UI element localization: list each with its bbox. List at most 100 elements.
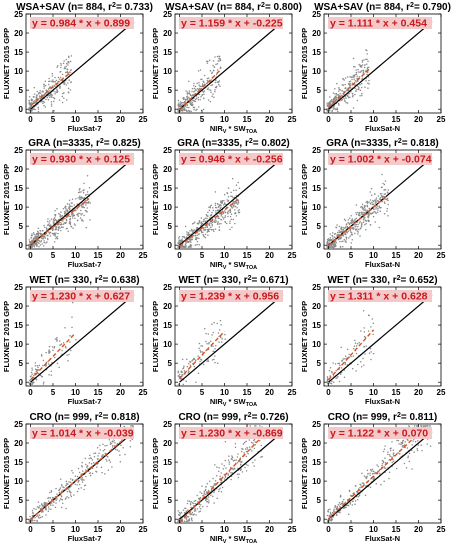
data-point bbox=[356, 498, 359, 501]
data-point bbox=[199, 496, 202, 499]
data-point bbox=[31, 369, 33, 371]
data-point bbox=[80, 198, 82, 200]
data-point bbox=[187, 233, 190, 235]
data-point bbox=[333, 98, 335, 101]
x-tick-label: 5 bbox=[349, 525, 354, 534]
data-point bbox=[205, 60, 208, 62]
data-point bbox=[221, 463, 223, 465]
data-point bbox=[347, 83, 350, 85]
data-point bbox=[37, 234, 40, 237]
data-point bbox=[219, 201, 222, 204]
data-point bbox=[61, 101, 64, 104]
data-point bbox=[91, 467, 94, 470]
data-point bbox=[59, 87, 61, 89]
data-point bbox=[212, 331, 214, 334]
data-point bbox=[352, 65, 355, 68]
x-axis-label-main: FluxSat-N bbox=[365, 260, 400, 269]
x-tick-label: 5 bbox=[51, 388, 56, 397]
data-point bbox=[337, 93, 339, 96]
data-point bbox=[396, 439, 398, 442]
data-point bbox=[210, 228, 213, 231]
data-point bbox=[210, 226, 212, 229]
regression-line bbox=[179, 69, 221, 111]
data-point bbox=[31, 373, 33, 376]
equation-background bbox=[30, 427, 134, 439]
data-point bbox=[328, 101, 331, 104]
data-point bbox=[214, 202, 217, 205]
data-point bbox=[332, 92, 335, 94]
data-point bbox=[347, 221, 349, 224]
data-point bbox=[34, 368, 37, 370]
data-point bbox=[236, 473, 239, 475]
y-tick-label: 15 bbox=[14, 321, 23, 330]
data-point bbox=[191, 511, 194, 514]
data-point bbox=[332, 362, 334, 364]
data-point bbox=[362, 221, 365, 223]
data-point bbox=[183, 512, 186, 514]
data-point bbox=[253, 439, 255, 442]
data-point bbox=[326, 241, 328, 243]
panel-title-main: WET (n= 330, r bbox=[327, 275, 396, 286]
data-point bbox=[202, 80, 204, 83]
data-point bbox=[342, 228, 345, 231]
data-point bbox=[183, 109, 186, 111]
data-point bbox=[80, 204, 82, 206]
data-point bbox=[111, 466, 113, 468]
panel-title-sup: 2 bbox=[112, 2, 116, 9]
data-point bbox=[60, 494, 62, 497]
data-point bbox=[227, 210, 229, 212]
data-point bbox=[215, 79, 217, 82]
data-point bbox=[232, 177, 234, 180]
data-point bbox=[366, 477, 368, 479]
data-point bbox=[208, 342, 210, 345]
data-point bbox=[40, 241, 42, 243]
data-point bbox=[56, 493, 58, 495]
data-point bbox=[384, 202, 386, 205]
data-point bbox=[225, 467, 227, 469]
data-point bbox=[343, 99, 346, 101]
data-point bbox=[53, 346, 56, 348]
data-point bbox=[202, 220, 204, 223]
data-point bbox=[408, 452, 411, 455]
data-point bbox=[381, 192, 383, 195]
panel-1-1: GRA (n=3335, r2= 0.802)y = 0.946 * x + -… bbox=[151, 138, 297, 271]
data-point bbox=[339, 373, 342, 376]
data-point bbox=[207, 211, 209, 214]
y-tick-label: 5 bbox=[168, 86, 173, 95]
data-point bbox=[350, 222, 352, 225]
data-point bbox=[350, 242, 353, 244]
data-point bbox=[65, 497, 67, 499]
data-point bbox=[359, 486, 361, 489]
data-point bbox=[215, 207, 218, 209]
data-point bbox=[346, 102, 349, 104]
x-tick-label: 15 bbox=[243, 115, 252, 124]
data-point bbox=[224, 210, 226, 212]
data-point bbox=[201, 94, 203, 96]
data-point bbox=[35, 97, 38, 99]
data-point bbox=[411, 444, 413, 446]
data-point bbox=[193, 106, 196, 109]
data-point bbox=[364, 353, 366, 355]
data-point bbox=[54, 91, 56, 93]
data-point bbox=[344, 77, 347, 79]
regression-line bbox=[30, 198, 90, 246]
y-tick-label: 0 bbox=[19, 378, 24, 387]
data-point bbox=[378, 470, 381, 472]
y-tick-label: 0 bbox=[317, 378, 322, 387]
data-point bbox=[74, 224, 76, 226]
data-point bbox=[33, 100, 35, 102]
data-point bbox=[205, 349, 207, 352]
data-point bbox=[48, 496, 50, 499]
data-point bbox=[56, 498, 58, 500]
data-point bbox=[370, 470, 373, 472]
data-point bbox=[62, 223, 65, 225]
data-point bbox=[259, 425, 261, 427]
data-point bbox=[199, 491, 201, 493]
data-point bbox=[89, 474, 92, 477]
data-point bbox=[363, 364, 365, 366]
data-point bbox=[187, 372, 190, 374]
data-point bbox=[65, 65, 68, 68]
data-point bbox=[220, 481, 223, 483]
data-point bbox=[182, 383, 185, 386]
equation-background bbox=[328, 153, 432, 165]
